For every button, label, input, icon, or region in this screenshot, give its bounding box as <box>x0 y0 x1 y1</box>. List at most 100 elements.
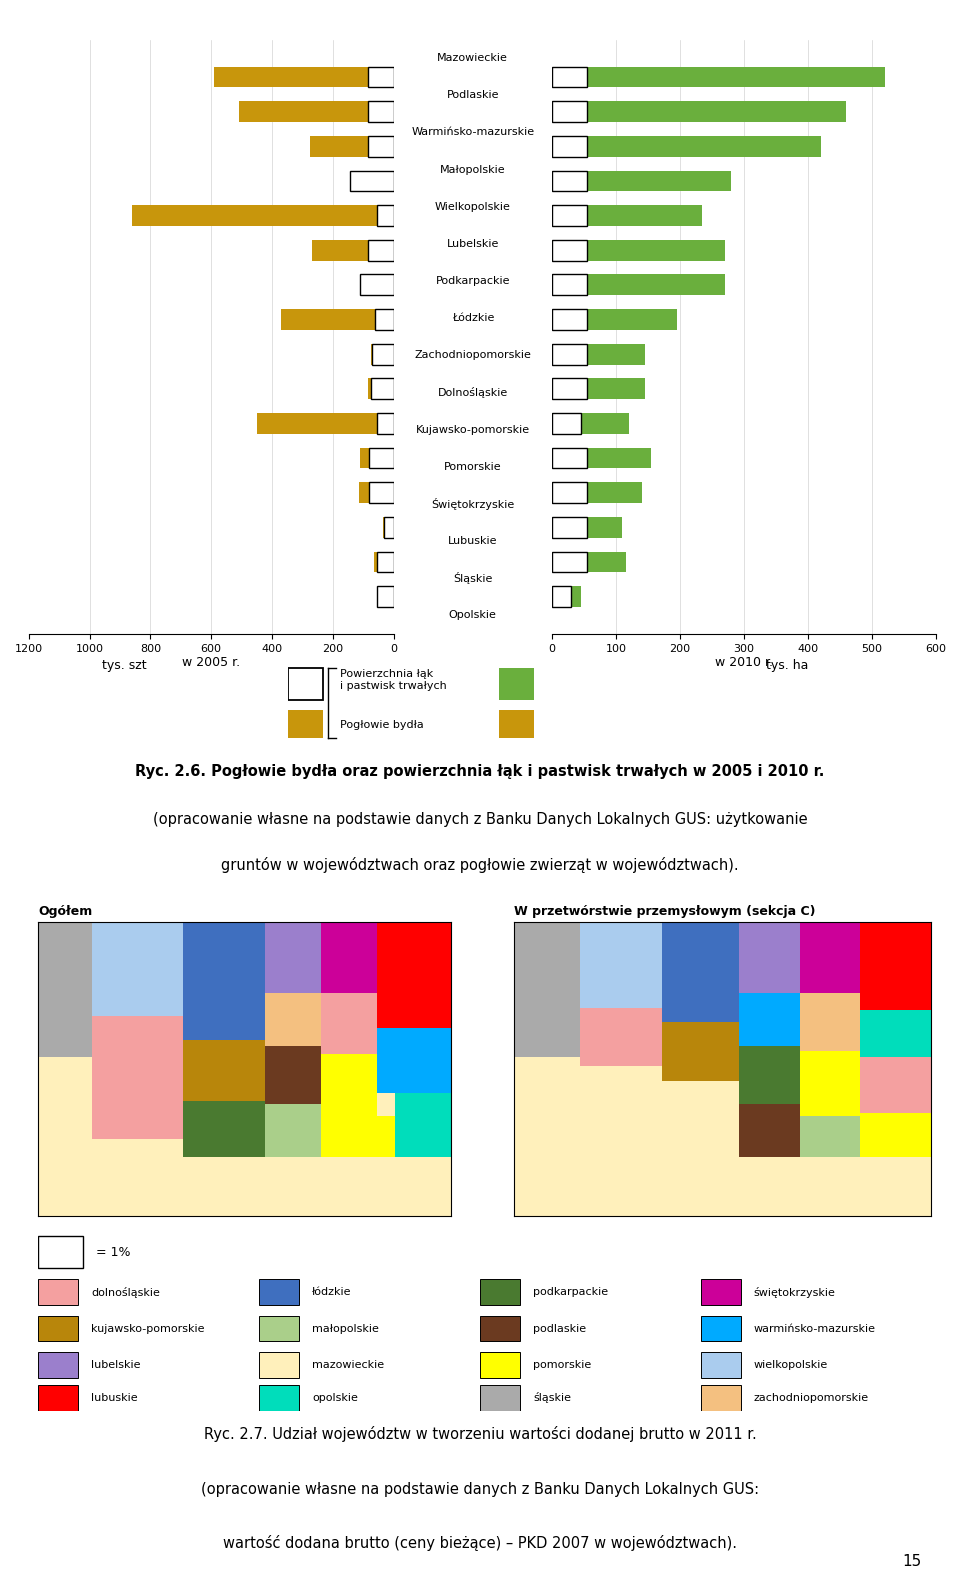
Bar <box>581 922 661 1008</box>
Bar <box>371 344 394 365</box>
Bar <box>701 1352 740 1377</box>
Bar <box>701 1279 740 1304</box>
Bar <box>552 309 677 330</box>
Bar <box>375 309 394 330</box>
Bar <box>368 136 394 157</box>
Bar <box>552 482 641 502</box>
Bar <box>800 992 860 1051</box>
Text: Powierzchnia łąk
i pastwisk trwałych: Powierzchnia łąk i pastwisk trwałych <box>340 669 446 691</box>
Bar <box>38 922 92 1057</box>
Text: W przetwórstwie przemysłowym (sekcja C): W przetwórstwie przemysłowym (sekcja C) <box>514 905 815 918</box>
Bar <box>552 239 588 260</box>
Bar <box>259 1316 299 1341</box>
Bar <box>739 1105 800 1157</box>
Bar <box>310 136 394 157</box>
Bar <box>349 171 394 192</box>
Bar <box>281 309 394 330</box>
Bar <box>860 1113 931 1157</box>
Bar <box>739 922 800 992</box>
Bar <box>288 710 323 739</box>
Bar <box>368 274 394 295</box>
Bar <box>552 344 645 365</box>
Text: Małopolskie: Małopolskie <box>440 165 506 174</box>
Bar <box>38 1279 78 1304</box>
Bar <box>661 922 739 1022</box>
Bar <box>288 667 323 701</box>
Bar <box>396 1092 451 1157</box>
Text: Pogłowie bydła: Pogłowie bydła <box>340 721 423 731</box>
Bar <box>552 586 571 607</box>
Bar <box>372 344 394 365</box>
Bar <box>265 922 322 992</box>
Bar <box>581 1008 661 1067</box>
Text: pomorskie: pomorskie <box>533 1360 591 1369</box>
Bar <box>552 67 885 87</box>
Text: Świętokrzyskie: Świętokrzyskie <box>431 498 515 510</box>
Bar <box>480 1316 519 1341</box>
Bar <box>92 922 182 1016</box>
Bar <box>322 1116 396 1157</box>
Text: wartość dodana brutto (ceny bieżące) – PKD 2007 w województwach).: wartość dodana brutto (ceny bieżące) – P… <box>223 1534 737 1550</box>
Text: Kujawsko-pomorskie: Kujawsko-pomorskie <box>416 425 530 434</box>
Bar <box>92 1092 182 1140</box>
Bar <box>552 204 588 227</box>
Bar <box>38 1316 78 1341</box>
Bar <box>257 414 394 434</box>
X-axis label: w 2010 r.: w 2010 r. <box>715 656 773 669</box>
Bar <box>552 171 732 192</box>
Bar <box>238 101 394 122</box>
Bar <box>800 1051 860 1116</box>
Bar <box>552 136 588 157</box>
Bar <box>552 101 847 122</box>
Bar <box>552 379 645 399</box>
Text: (opracowanie własne na podstawie danych z Banku Danych Lokalnych GUS: użytkowani: (opracowanie własne na podstawie danych … <box>153 812 807 826</box>
Text: Podkarpackie: Podkarpackie <box>436 276 510 285</box>
Bar <box>552 67 588 87</box>
Bar <box>38 1352 78 1377</box>
Text: Podlaskie: Podlaskie <box>446 90 499 100</box>
Bar <box>38 1385 78 1411</box>
Bar <box>552 447 651 469</box>
Bar <box>368 379 394 399</box>
Bar <box>499 667 534 701</box>
Text: podlaskie: podlaskie <box>533 1323 587 1333</box>
Text: tys. szt: tys. szt <box>103 659 147 672</box>
Text: małopolskie: małopolskie <box>312 1323 379 1333</box>
Bar <box>739 992 800 1046</box>
Bar <box>739 1046 800 1105</box>
Text: 15: 15 <box>902 1555 922 1569</box>
Bar <box>259 1279 299 1304</box>
Bar <box>265 1105 322 1157</box>
Text: lubuskie: lubuskie <box>91 1393 138 1403</box>
Text: opolskie: opolskie <box>312 1393 358 1403</box>
Bar <box>214 67 394 87</box>
Text: łódzkie: łódzkie <box>312 1287 351 1297</box>
Text: wielkopolskie: wielkopolskie <box>754 1360 828 1369</box>
Bar <box>380 586 394 607</box>
Text: podkarpackie: podkarpackie <box>533 1287 608 1297</box>
Bar <box>371 379 394 399</box>
Text: = 1%: = 1% <box>96 1246 131 1258</box>
Bar <box>360 447 394 469</box>
Bar <box>552 586 581 607</box>
Bar <box>377 204 394 227</box>
Bar <box>552 379 588 399</box>
Bar <box>265 992 322 1046</box>
Bar <box>322 1054 377 1116</box>
Bar <box>552 447 588 469</box>
Bar <box>360 274 394 295</box>
Bar <box>552 552 626 572</box>
Bar <box>362 171 394 192</box>
Bar <box>552 552 588 572</box>
Bar <box>182 1040 266 1102</box>
Bar <box>552 239 725 260</box>
Text: Mazowieckie: Mazowieckie <box>438 54 508 63</box>
Text: Wielkopolskie: Wielkopolskie <box>435 201 511 212</box>
Bar <box>377 922 451 1029</box>
Bar <box>499 710 534 739</box>
Text: lubelskie: lubelskie <box>91 1360 141 1369</box>
Text: Ogółem: Ogółem <box>38 905 93 918</box>
Text: gruntów w województwach oraz pogłowie zwierząt w województwach).: gruntów w województwach oraz pogłowie zw… <box>221 856 739 873</box>
X-axis label: w 2005 r.: w 2005 r. <box>182 656 240 669</box>
Bar <box>259 1352 299 1377</box>
